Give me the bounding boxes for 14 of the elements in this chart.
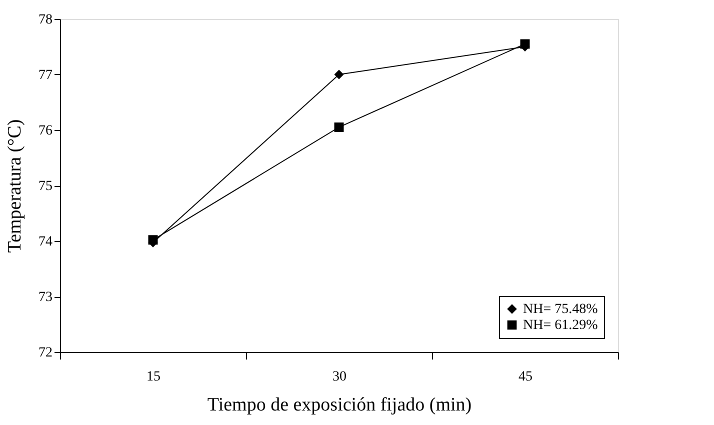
y-tick-label: 74 <box>38 234 52 250</box>
y-tick-label: 73 <box>38 290 52 305</box>
x-tick-label: 30 <box>332 370 346 384</box>
x-tick-label: 45 <box>518 370 532 384</box>
y-tick-label: 77 <box>38 68 52 83</box>
y-tick-label: 76 <box>38 124 52 138</box>
x-tick-label: 15 <box>146 370 160 384</box>
y-tick-label: 75 <box>38 179 52 194</box>
y-axis-title: Temperatura (°C) <box>4 119 26 253</box>
legend-label: NH= 75.48% <box>523 302 598 317</box>
legend-label: NH= 61.29% <box>523 318 598 333</box>
x-axis-title: Tiempo de exposición fijado (min) <box>207 394 472 416</box>
y-tick-label: 72 <box>38 346 52 360</box>
y-tick-label: 78 <box>38 12 52 28</box>
